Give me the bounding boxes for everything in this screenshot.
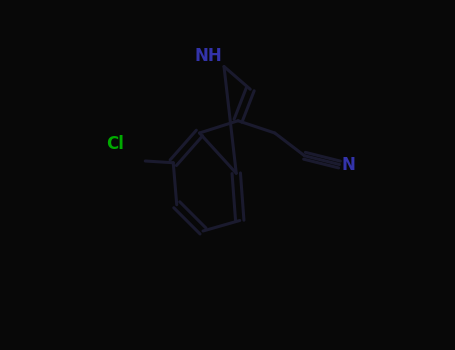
- Text: NH: NH: [194, 47, 222, 65]
- Text: Cl: Cl: [106, 135, 124, 153]
- Text: N: N: [341, 155, 355, 174]
